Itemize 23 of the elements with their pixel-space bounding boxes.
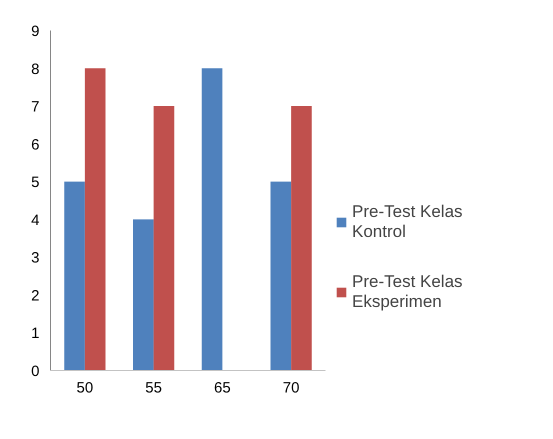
y-tick-label: 6 (31, 136, 40, 154)
bar (291, 106, 312, 370)
legend-label: Pre-Test Kelas Eksperimen (352, 272, 463, 312)
bar (84, 68, 106, 370)
y-tick-label: 2 (31, 287, 40, 304)
y-tick-label: 8 (31, 60, 40, 78)
y-tick-label: 9 (31, 23, 40, 40)
bar (154, 106, 174, 370)
x-tick-label: 50 (76, 380, 94, 396)
y-tick-label: 5 (31, 174, 40, 192)
y-tick-label: 3 (31, 250, 40, 267)
y-tick-label: 1 (31, 325, 40, 342)
x-tick-label: 65 (214, 380, 231, 396)
bar (202, 68, 222, 370)
legend-label: Pre-Test Kelas Kontrol (352, 202, 463, 242)
x-tick-label: 70 (282, 380, 300, 396)
y-tick-label: 4 (31, 212, 40, 229)
y-tick-label: 7 (31, 98, 40, 116)
x-tick-label: 55 (145, 380, 162, 396)
bar (133, 219, 154, 370)
bar (64, 182, 85, 370)
bar (270, 182, 292, 370)
y-tick-label: 0 (31, 363, 40, 380)
